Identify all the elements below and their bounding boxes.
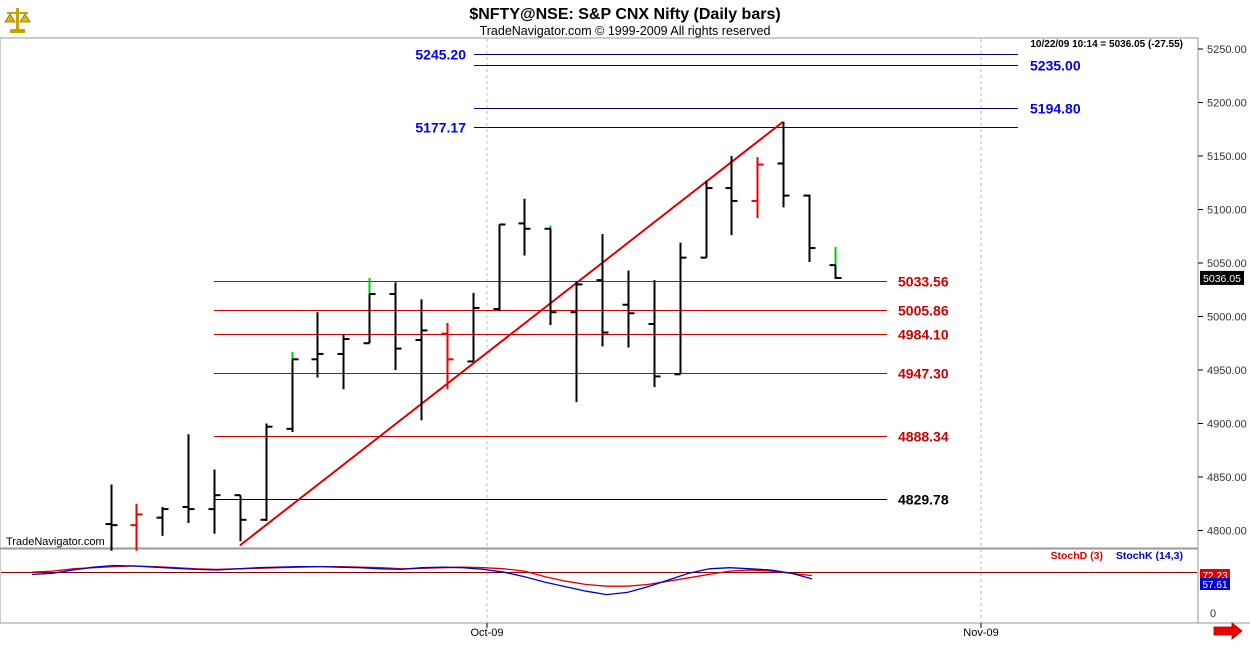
y-tick-label: 4800.00	[1207, 526, 1247, 538]
level-label: 5235.00	[1030, 58, 1081, 74]
level-label: 5245.20	[415, 47, 466, 63]
chart-title: $NFTY@NSE: S&P CNX Nifty (Daily bars)	[469, 6, 780, 23]
stoch-d-value: 72.23	[1202, 571, 1227, 582]
trendline	[239, 120, 784, 547]
price-axis: 4800.00 4850.00 4900.00 4950.00 5000.00 5050.…	[1198, 44, 1247, 538]
stoch-k-value: 57.61	[1202, 580, 1227, 591]
level-label: 4984.10	[898, 327, 949, 343]
date-label-nov: Nov-09	[963, 627, 998, 639]
y-tick-label: 5250.00	[1207, 44, 1247, 56]
watermark: TradeNavigator.com	[6, 536, 105, 548]
stoch-d-legend: StochD (3)	[1051, 550, 1104, 562]
grid	[486, 39, 982, 622]
current-price-box	[1200, 270, 1244, 285]
y-tick-label: 5050.00	[1207, 258, 1247, 270]
copyright-subtitle: TradeNavigator.com © 1999-2009 All right…	[480, 24, 771, 38]
trendline-layer	[239, 120, 784, 547]
y-tick-label: 4850.00	[1207, 472, 1247, 484]
scales-icon[interactable]	[4, 8, 31, 33]
stoch-k-value-box	[1200, 578, 1230, 590]
level-label: 5177.17	[415, 120, 466, 136]
level-lines: 5245.20 5235.00 5194.80 5177.17 5033.56 5005.…	[214, 47, 1081, 508]
y-tick-label: 5000.00	[1207, 312, 1247, 324]
level-label: 4947.30	[898, 366, 949, 382]
y-tick-label: 4900.00	[1207, 419, 1247, 431]
y-tick-label: 5150.00	[1207, 151, 1247, 163]
stoch-k-legend: StochK (14,3)	[1116, 550, 1183, 562]
y-tick-label: 5100.00	[1207, 205, 1247, 217]
level-label: 5005.86	[898, 303, 949, 319]
stoch-zero-label: 0	[1210, 608, 1216, 620]
ohlc-bars	[105, 121, 842, 551]
stoch-k-line	[31, 564, 813, 596]
y-tick-label: 4950.00	[1207, 365, 1247, 377]
price-panel	[0, 37, 1199, 549]
level-label: 4888.34	[898, 429, 949, 445]
y-tick-label: 5200.00	[1207, 98, 1247, 110]
current-price-label: 5036.05	[1203, 273, 1241, 285]
level-label: 5033.56	[898, 274, 949, 290]
price-readout: 10/22/09 10:14 = 5036.05 (-27.55)	[1030, 39, 1183, 50]
date-label-oct: Oct-09	[470, 627, 503, 639]
level-label: 4829.78	[898, 492, 949, 508]
arrow-right-icon[interactable]	[1213, 622, 1243, 640]
level-label: 5194.80	[1030, 101, 1081, 117]
